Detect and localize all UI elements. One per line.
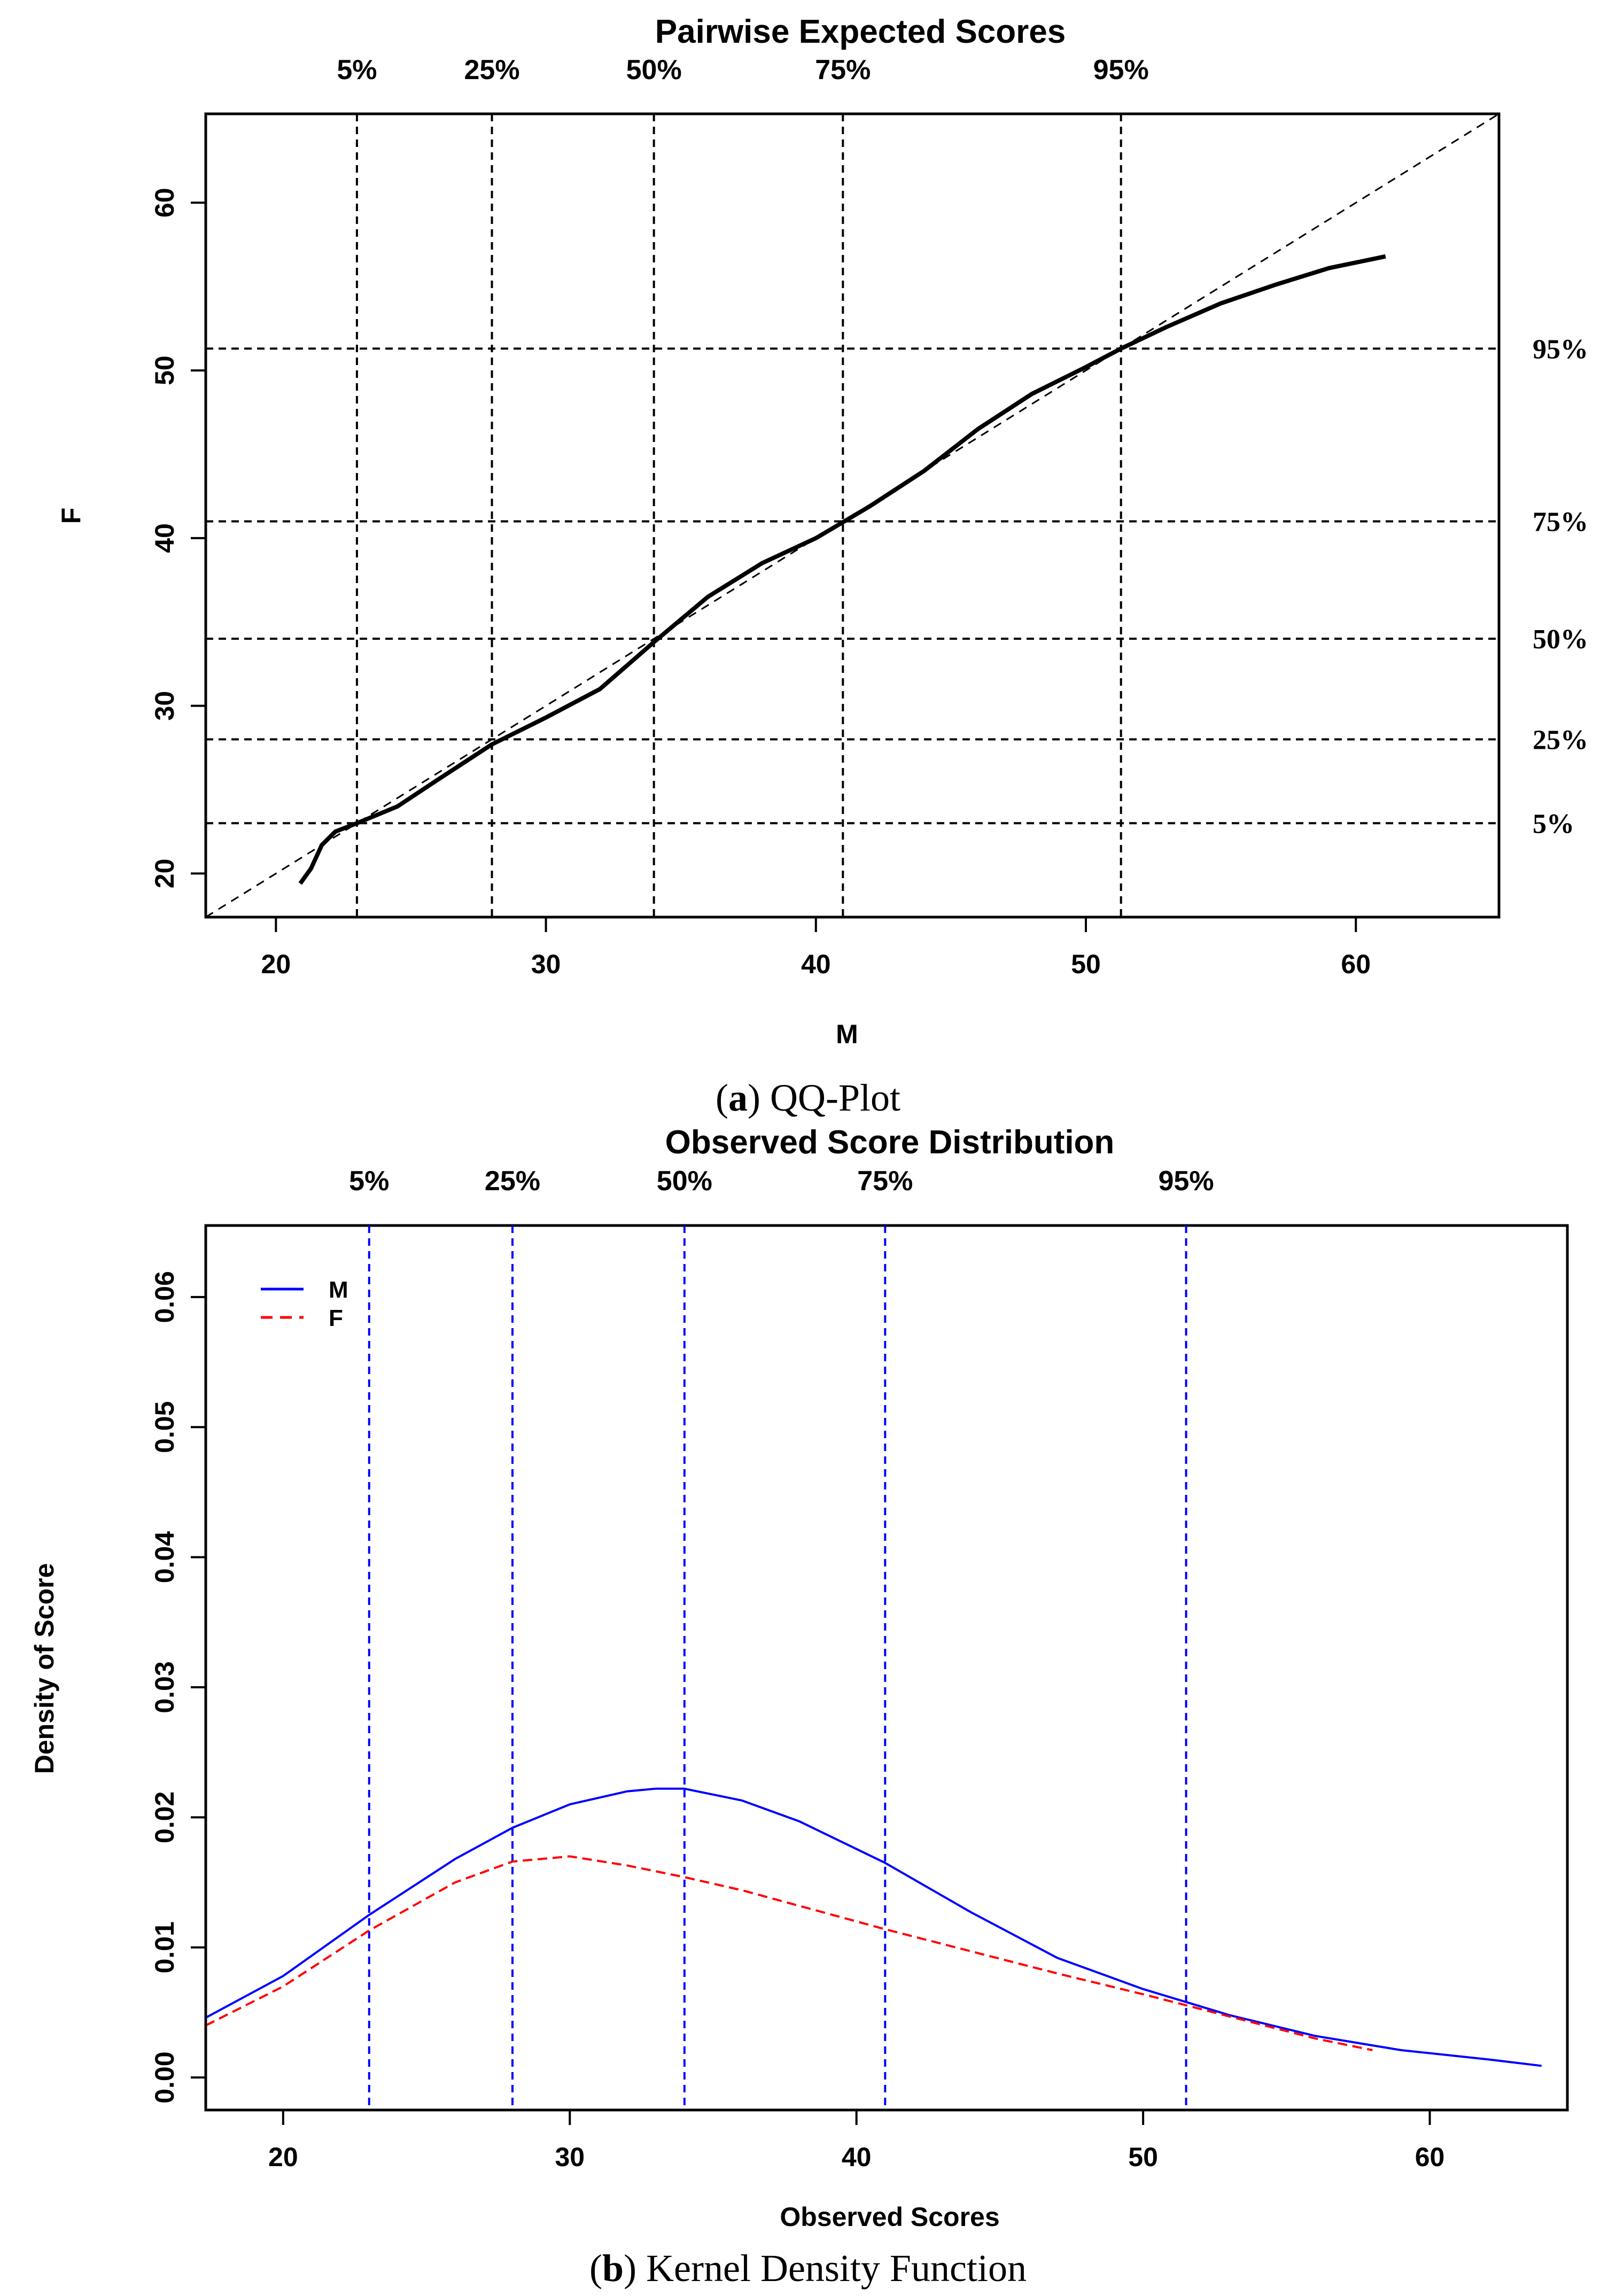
- density-legend: M F: [261, 1277, 348, 1331]
- density-curves: [205, 1787, 1542, 2067]
- qq-y-tick-label: 30: [150, 691, 180, 721]
- density-y-tick-label: 0.01: [150, 1921, 180, 1973]
- density-top-quantile-labels: 5% 25% 50% 75% 95%: [349, 1166, 1214, 1197]
- density-top-quantile-label: 25%: [485, 1166, 540, 1197]
- qq-x-tick-label: 30: [531, 949, 561, 979]
- qq-right-quantile-label: 75%: [1533, 507, 1588, 537]
- qq-top-quantile-label: 75%: [815, 55, 871, 86]
- qq-x-tick-label: 20: [261, 949, 291, 979]
- density-x-tick-label: 20: [268, 2142, 298, 2172]
- caption-b-open: (: [589, 2247, 602, 2290]
- qq-top-quantile-label: 5%: [337, 55, 377, 86]
- density-y-tick-label: 0.04: [150, 1531, 180, 1584]
- density-y-axis: 0.00 0.01 0.02 0.03 0.04 0.05 0.06: [150, 1271, 207, 2104]
- density-x-tick-label: 50: [1128, 2142, 1158, 2172]
- qq-x-axis: 20 30 40 50 60: [261, 916, 1371, 979]
- qq-y-axis: 20 30 40 50 60: [150, 188, 207, 889]
- qq-plot-title: Pairwise Expected Scores: [655, 13, 1066, 50]
- qq-y-label: F: [56, 508, 86, 524]
- qq-right-quantile-labels: 5% 25% 50% 75% 95%: [1533, 334, 1588, 839]
- density-curve-f: [205, 1855, 1373, 2051]
- density-curve-m: [205, 1787, 1542, 2067]
- qq-y-tick-label: 60: [150, 188, 180, 218]
- qq-x-tick-label: 60: [1341, 949, 1371, 979]
- legend-m-label: M: [329, 1277, 348, 1303]
- density-top-quantile-label: 95%: [1159, 1166, 1214, 1197]
- qq-right-quantile-label: 25%: [1533, 725, 1588, 755]
- caption-a-open: (: [716, 1076, 728, 1119]
- density-top-quantile-label: 5%: [349, 1166, 389, 1197]
- density-y-tick-label: 0.05: [150, 1401, 180, 1453]
- qq-y-tick-label: 40: [150, 523, 180, 553]
- qq-x-label: M: [836, 1019, 858, 1049]
- qq-top-quantile-label: 95%: [1093, 55, 1149, 86]
- density-plot-title: Observed Score Distribution: [665, 1124, 1115, 1161]
- legend-f-label: F: [329, 1305, 343, 1331]
- qq-plot-panel: Pairwise Expected Scores 20 30 40 50 60 20 30…: [56, 13, 1588, 1049]
- density-x-tick-label: 60: [1415, 2142, 1445, 2172]
- caption-b-close: ): [624, 2247, 636, 2290]
- density-y-label: Density of Score: [29, 1563, 59, 1774]
- density-y-tick-label: 0.00: [150, 2051, 180, 2103]
- caption-a-letter: a: [728, 1076, 748, 1119]
- density-y-tick-label: 0.03: [150, 1661, 180, 1713]
- caption-b-letter: b: [602, 2247, 624, 2290]
- qq-x-tick-label: 50: [1071, 949, 1101, 979]
- density-top-quantile-label: 50%: [657, 1166, 712, 1197]
- caption-b: (b) Kernel Density Function: [589, 2247, 1027, 2290]
- density-top-quantile-label: 75%: [857, 1166, 913, 1197]
- caption-a: (a) QQ-Plot: [716, 1076, 900, 1119]
- qq-top-quantile-labels: 5% 25% 50% 75% 95%: [337, 55, 1148, 86]
- qq-top-quantile-label: 50%: [626, 55, 682, 86]
- density-x-axis: 20 30 40 50 60: [268, 2109, 1445, 2172]
- density-quantile-lines: [368, 1225, 1187, 2110]
- density-y-tick-label: 0.06: [150, 1271, 180, 1323]
- caption-b-text: Kernel Density Function: [636, 2247, 1027, 2290]
- qq-top-quantile-label: 25%: [464, 55, 519, 86]
- density-y-tick-label: 0.02: [150, 1791, 180, 1843]
- qq-x-tick-label: 40: [801, 949, 831, 979]
- caption-a-close: ): [748, 1076, 760, 1119]
- qq-curve: [298, 254, 1386, 885]
- density-x-label: Observed Scores: [780, 2202, 999, 2232]
- density-x-tick-label: 30: [555, 2142, 585, 2172]
- qq-right-quantile-label: 5%: [1533, 809, 1574, 839]
- qq-right-quantile-label: 95%: [1533, 334, 1588, 364]
- caption-a-text: QQ-Plot: [760, 1076, 900, 1119]
- qq-y-tick-label: 20: [150, 859, 180, 889]
- density-plot-frame: [204, 1224, 1569, 2112]
- density-plot-panel: Observed Score Distribution 20 30 40 50 60 0…: [29, 1124, 1569, 2232]
- qq-quantile-lines: [206, 114, 1499, 917]
- qq-right-quantile-label: 50%: [1533, 624, 1588, 655]
- density-x-tick-label: 40: [842, 2142, 872, 2172]
- qq-y-tick-label: 50: [150, 355, 180, 385]
